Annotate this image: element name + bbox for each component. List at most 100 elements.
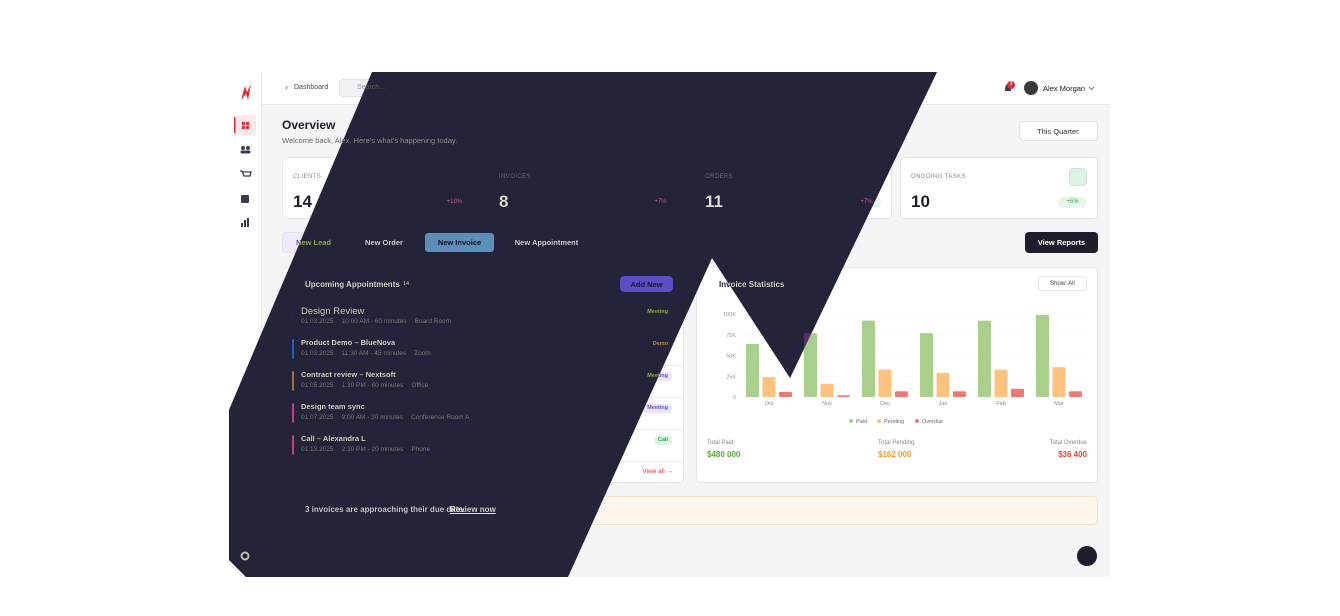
alert-link[interactable]: Review now xyxy=(450,505,496,514)
bar xyxy=(895,391,908,397)
row-accent xyxy=(292,339,294,359)
y-tick-label: 100K xyxy=(723,312,736,318)
bar xyxy=(746,343,759,397)
x-tick-label: Nov xyxy=(822,401,832,407)
bar xyxy=(1036,314,1049,397)
appointment-location: Phone xyxy=(411,446,431,453)
settings-icon[interactable] xyxy=(240,551,250,561)
appointment-tag: Demo xyxy=(648,340,672,349)
stat-card xyxy=(694,157,892,219)
action-button[interactable]: New Order xyxy=(351,232,417,253)
breadcrumb[interactable]: Dashboard xyxy=(294,84,329,91)
chart-filter[interactable]: Show: All xyxy=(1038,276,1087,291)
breadcrumb-chevron: › xyxy=(285,82,288,92)
appointment-time: 9:00 AM - 30 minutes xyxy=(341,414,403,421)
reports-icon[interactable] xyxy=(241,218,249,227)
legend-dot xyxy=(877,419,881,423)
appointment-time: 10:00 AM - 60 minutes xyxy=(341,318,407,325)
appointment-date: 01.13.2025 xyxy=(301,446,334,453)
period-label[interactable]: This Quarter xyxy=(1037,127,1079,136)
row-accent xyxy=(292,371,294,391)
appointment-tag: Meeting xyxy=(643,404,672,413)
appointment-location: Board Room xyxy=(414,318,452,325)
search-placeholder[interactable]: Search... xyxy=(357,84,386,91)
appointment-time: 11:30 AM - 45 minutes xyxy=(341,350,407,357)
appointment-title[interactable]: Call – Alexandra L xyxy=(301,434,366,443)
bar xyxy=(1011,388,1024,397)
legend-label: Paid xyxy=(856,419,867,425)
row-divider xyxy=(283,333,683,334)
row-accent xyxy=(292,403,294,423)
appointment-date: 01.05.2025 xyxy=(301,382,334,389)
appointment-title[interactable]: Design Review xyxy=(301,306,365,317)
stat-icon xyxy=(863,168,881,186)
action-button[interactable]: New Appointment xyxy=(501,232,592,253)
appointment-tag: Meeting xyxy=(643,308,672,317)
bar xyxy=(862,320,875,397)
appointment-title[interactable]: Product Demo – BlueNova xyxy=(301,338,396,347)
y-tick-label: 75K xyxy=(726,333,736,339)
total-value: $480 000 xyxy=(707,450,741,459)
appointment-tag: Call xyxy=(653,436,672,445)
user-name[interactable]: Alex Morgan xyxy=(1043,84,1086,93)
appointment-title[interactable]: Contract review – Nextsoft xyxy=(301,370,396,379)
y-tick-label: 25K xyxy=(726,374,736,380)
appointment-tag: Meeting xyxy=(643,372,672,381)
appointment-time: 2:30 PM - 20 minutes xyxy=(341,446,404,453)
appointment-time: 1:30 PM - 60 minutes xyxy=(341,382,404,389)
period-button[interactable] xyxy=(1019,121,1098,141)
notification-badge xyxy=(1007,81,1015,89)
tasks-icon[interactable] xyxy=(241,195,249,203)
x-tick-label: Dec xyxy=(880,401,890,407)
bar xyxy=(920,333,933,397)
row-divider xyxy=(283,461,683,462)
add-new-button[interactable]: Add New xyxy=(620,276,673,292)
chart-title: Invoice Statistics xyxy=(719,280,785,289)
orders-icon[interactable] xyxy=(240,170,252,177)
appointment-details: 01.05.2025 1:30 PM - 60 minutes Office xyxy=(301,382,428,389)
bar xyxy=(820,383,834,397)
appointment-date: 01.03.2025 xyxy=(301,318,334,325)
x-tick-label: Jan xyxy=(939,401,948,407)
page-title: Overview xyxy=(282,118,336,132)
legend-dot xyxy=(849,419,853,423)
appointment-details: 01.13.2025 2:30 PM - 20 minutes Phone xyxy=(301,446,430,453)
legend-dot xyxy=(915,419,919,423)
action-button[interactable]: New Invoice xyxy=(424,232,495,253)
appointment-location: Conference Room A xyxy=(410,414,470,421)
active-nav[interactable] xyxy=(235,115,256,135)
appointment-location: Zoom xyxy=(414,350,431,357)
x-tick-label: Mar xyxy=(1054,401,1064,407)
appointments-count: 14 xyxy=(400,280,413,289)
stat-icon xyxy=(1069,168,1087,186)
appointment-title[interactable]: Design team sync xyxy=(301,402,365,411)
total-label: Total Paid xyxy=(707,440,734,446)
y-tick-label: 50K xyxy=(726,354,736,360)
bar xyxy=(1052,367,1066,397)
clients-icon[interactable] xyxy=(240,146,251,154)
x-tick-label: Oct xyxy=(765,401,774,407)
x-tick-label: Feb xyxy=(996,401,1005,407)
stat-value: 8 xyxy=(499,192,509,211)
stat-value: 10 xyxy=(911,192,930,211)
stat-change: +7% xyxy=(852,197,881,208)
view-reports[interactable]: View Reports xyxy=(1025,232,1098,253)
notification-count: 3 xyxy=(1009,81,1013,87)
user-caret[interactable] xyxy=(1088,86,1095,91)
stat-label: CLIENTS xyxy=(293,174,322,180)
avatar[interactable] xyxy=(1024,81,1038,95)
stat-label: ORDERS xyxy=(705,174,734,180)
action-button[interactable]: New Lead xyxy=(282,232,345,253)
view-all-link[interactable]: View all → xyxy=(642,468,673,475)
stat-icon xyxy=(657,168,675,186)
stat-change: +5% xyxy=(1058,197,1087,208)
bar xyxy=(779,392,792,397)
stat-icon xyxy=(451,168,469,186)
help-button[interactable] xyxy=(1077,546,1097,566)
appointment-details: 01.03.2025 11:30 AM - 45 minutes Zoom xyxy=(301,350,431,357)
stat-value: 11 xyxy=(705,192,723,211)
user-area xyxy=(1005,81,1095,95)
bar xyxy=(878,369,892,397)
row-divider xyxy=(283,397,683,398)
total-value: $36 400 xyxy=(1058,450,1087,459)
